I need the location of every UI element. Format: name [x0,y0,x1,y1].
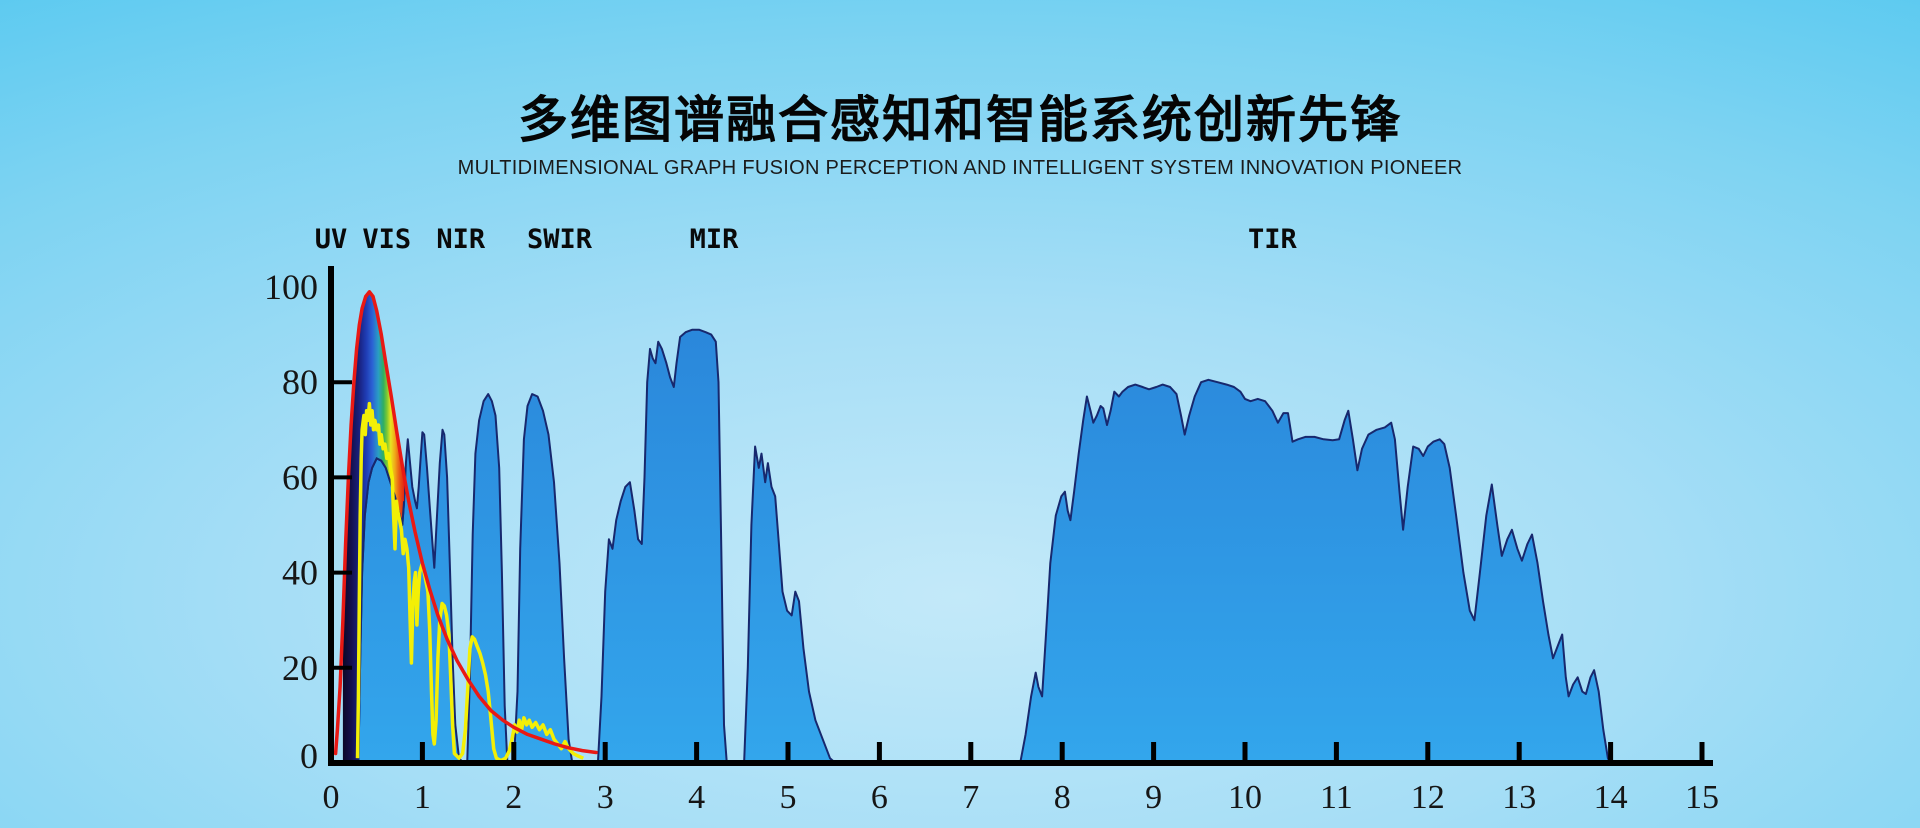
x-tick-label: 12 [1411,779,1445,816]
x-tick-label: 5 [780,779,797,816]
x-tick-label: 11 [1320,779,1353,816]
transmission-windows-area [357,328,1612,764]
y-tick-label: 0 [300,736,318,776]
band-label-nir: NIR [436,224,486,255]
band-label-swir: SWIR [526,224,593,255]
x-tick-label: 10 [1228,779,1262,816]
page-title: 多维图谱融合感知和智能系统创新先锋 [518,92,1402,148]
x-tick-label: 1 [414,779,431,816]
x-tick-label: 9 [1145,779,1162,816]
x-tick-label: 2 [505,779,522,816]
band-label-uv: UV [314,224,348,255]
x-tick-label: 0 [323,779,340,816]
y-tick-label: 60 [282,457,318,497]
y-tick-label: 20 [282,648,318,688]
ground-solar-curve [355,401,584,763]
x-tick-label: 14 [1594,779,1628,816]
x-tick-label: 6 [871,779,888,816]
x-tick-label: 13 [1502,779,1536,816]
blackbody-curve [333,290,598,756]
x-tick-label: 7 [962,779,979,816]
band-label-vis: VIS [362,224,412,255]
band-label-mir: MIR [689,224,739,255]
band-label-tir: TIR [1248,224,1297,255]
x-tick-label: 4 [688,779,705,816]
x-tick-label: 8 [1054,779,1071,816]
x-tick-label: 3 [597,779,614,816]
x-tick-label: 15 [1685,779,1719,816]
y-tick-label: 40 [282,553,318,593]
y-tick-label: 100 [264,267,318,307]
y-tick-label: 80 [282,362,318,402]
page-subtitle: MULTIDIMENSIONAL GRAPH FUSION PERCEPTION… [457,157,1463,179]
